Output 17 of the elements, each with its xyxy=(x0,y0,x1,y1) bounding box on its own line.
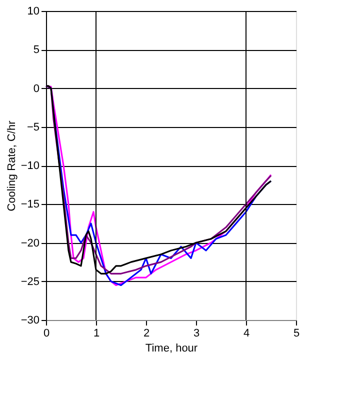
y-axis-title: Cooling Rate, C/hr xyxy=(6,120,18,212)
y-tick-label: −25 xyxy=(20,276,40,288)
x-tick-label: 3 xyxy=(193,328,200,340)
x-axis-title: Time, hour xyxy=(145,342,198,354)
x-tick-label: 2 xyxy=(143,328,150,340)
y-tick-label: −20 xyxy=(20,237,40,250)
y-tick-label: 5 xyxy=(33,44,40,56)
y-tick-label: 10 xyxy=(27,6,40,18)
y-tick-label: −15 xyxy=(20,198,40,211)
y-tick-label: −30 xyxy=(20,314,40,326)
x-tick-label: 1 xyxy=(93,328,100,340)
y-tick-label: 0 xyxy=(33,82,40,95)
y-tick-label: −10 xyxy=(20,160,40,172)
x-tick-label: 4 xyxy=(243,328,250,340)
x-tick-label: 0 xyxy=(43,328,50,340)
y-tick-label: −5 xyxy=(26,121,40,134)
x-tick-label: 5 xyxy=(293,328,300,340)
